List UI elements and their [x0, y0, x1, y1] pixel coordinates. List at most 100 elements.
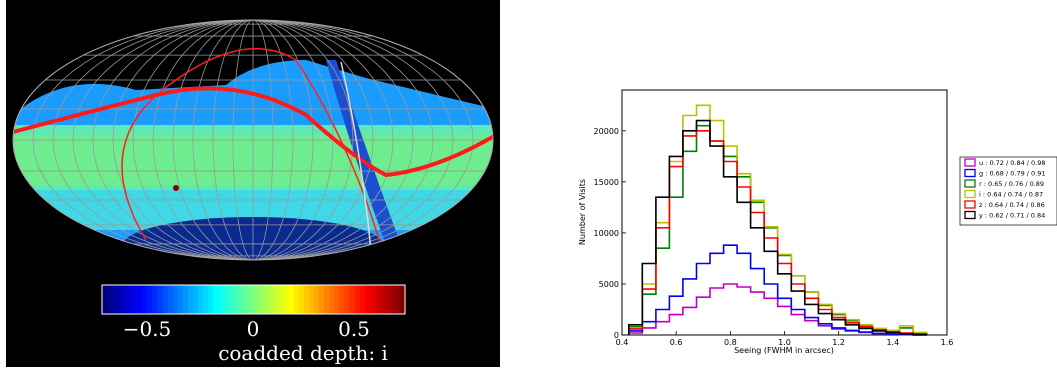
graticule-meridian: [232, 20, 254, 260]
y-tick-label: 15000: [594, 178, 619, 187]
colorbar-segment: [379, 285, 386, 314]
graticule-meridian: [52, 20, 254, 260]
colorbar-segment: [354, 285, 361, 314]
colorbar-segment: [359, 285, 366, 314]
sky-projection: [13, 20, 493, 260]
colorbar-segment: [314, 285, 320, 314]
legend: u : 0.72 / 0.84 / 0.98 g : 0.68 / 0.79 / …: [959, 156, 1057, 226]
colorbar-segment: [107, 285, 113, 314]
ecliptic-line: [13, 86, 493, 178]
colorbar-segment: [102, 285, 108, 314]
graticule-meridian: [252, 20, 374, 260]
colorbar-segment: [263, 285, 270, 314]
colorbar-title: coadded depth: i: [218, 341, 388, 365]
legend-label: g : 0.68 / 0.79 / 0.91: [979, 170, 1046, 178]
colorbar-segment: [157, 285, 164, 314]
colorbar-segment: [334, 285, 340, 314]
x-tick-label: 1.2: [832, 338, 845, 347]
graticule-meridian: [92, 20, 254, 260]
colorbar-segment: [369, 285, 376, 314]
colorbar-tick-label: 0.5: [338, 317, 370, 341]
graticule-meridian: [252, 20, 354, 260]
plot-area: [621, 89, 948, 336]
graticule-meridian: [252, 20, 434, 260]
legend-swatch: [964, 168, 976, 178]
colorbar-segment: [228, 285, 234, 314]
legend-label: r : 0.65 / 0.76 / 0.89: [979, 180, 1044, 188]
colorbar-segment: [223, 285, 229, 314]
colorbar-segment: [344, 285, 351, 314]
sky-outline: [12, 19, 494, 261]
x-tick-label: 1.0: [778, 338, 791, 347]
marker-dot: [173, 185, 179, 191]
y-tick-label: 5000: [599, 280, 619, 289]
colorbar-segment: [192, 285, 199, 314]
graticule-meridian: [252, 20, 294, 260]
colorbar-segment: [384, 285, 391, 314]
colorbar-gradient: [102, 285, 406, 314]
colorbar-tick-label: −0.5: [123, 317, 172, 341]
colorbar-segment: [339, 285, 345, 314]
graticule-meridian: [172, 20, 254, 260]
graticule-meridian: [192, 20, 254, 260]
graticule-meridian: [212, 20, 254, 260]
colorbar-segment: [278, 285, 285, 314]
colorbar-segment: [137, 285, 143, 314]
colorbar-segment: [238, 285, 244, 314]
colorbar-segment: [364, 285, 371, 314]
legend-swatch: [964, 189, 976, 199]
legend-swatch: [964, 158, 976, 167]
colorbar-segment: [182, 285, 189, 314]
colorbar: −0.5 0 0.5 coadded depth: i: [101, 284, 406, 365]
colorbar-segment: [218, 285, 224, 314]
x-tick-label: 0.6: [670, 338, 683, 347]
colorbar-segment: [162, 285, 169, 314]
y-tick-label: 10000: [594, 229, 619, 238]
galactic-plane-line: [121, 48, 387, 260]
colorbar-segment: [304, 285, 310, 314]
colorbar-segment: [268, 285, 275, 314]
colorbar-segment: [233, 285, 239, 314]
colorbar-segment: [248, 285, 255, 314]
graticule-meridian: [252, 20, 274, 260]
graticule-meridian: [132, 20, 254, 260]
colorbar-segment: [117, 285, 123, 314]
colorbar-segment: [142, 285, 149, 314]
graticule-meridian: [252, 20, 474, 260]
legend-swatch: [964, 210, 976, 220]
histogram-series: [628, 104, 928, 336]
colorbar-segment: [319, 285, 325, 314]
colorbar-tick-label: 0: [247, 317, 260, 341]
colorbar-segment: [167, 285, 174, 314]
colorbar-segment: [288, 285, 295, 314]
colorbar-segment: [374, 285, 381, 314]
colorbar-segment: [147, 285, 154, 314]
colorbar-segment: [197, 285, 204, 314]
graticule-meridian: [112, 20, 254, 260]
colorbar-segment: [399, 285, 406, 314]
colorbar-segment: [293, 285, 300, 314]
galactic-edge-line: [340, 61, 372, 251]
colorbar-segment: [329, 285, 335, 314]
y-tick-label: 0: [614, 331, 619, 340]
seeing-histogram: 0.4 0.6 0.8 1.0 1.2 1.4 1.6 0 5000 10000 15000 2000…: [578, 89, 1057, 355]
legend-swatch: [964, 179, 976, 188]
galactic-strip: [326, 60, 401, 245]
colorbar-segment: [127, 285, 133, 314]
graticule-meridian: [252, 20, 414, 260]
legend-swatch: [964, 200, 976, 209]
x-tick-label: 0.8: [724, 338, 737, 347]
colorbar-segment: [213, 285, 219, 314]
colorbar-segment: [172, 285, 179, 314]
colorbar-segment: [208, 285, 214, 314]
histogram-line: [628, 119, 928, 336]
x-tick-label: 1.4: [886, 338, 899, 347]
axis-ticks: 0.4 0.6 0.8 1.0 1.2 1.4 1.6 0 5000 10000 15000 2000…: [594, 127, 954, 347]
colorbar-segment: [273, 285, 280, 314]
graticule-meridian: [252, 20, 314, 260]
colorbar-segment: [132, 285, 138, 314]
graticule-meridian: [72, 20, 254, 260]
colorbar-segment: [203, 285, 209, 314]
colorbar-segment: [389, 285, 396, 314]
colorbar-segment: [243, 285, 250, 314]
